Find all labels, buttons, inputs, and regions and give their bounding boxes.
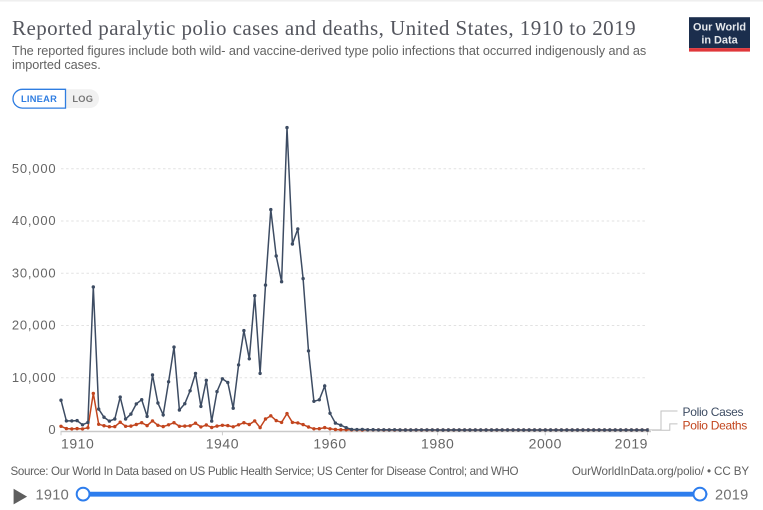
svg-text:50,000: 50,000	[12, 161, 57, 176]
svg-text:Source: Our World In Data base: Source: Our World In Data based on US Pu…	[11, 465, 519, 478]
svg-text:LINEAR: LINEAR	[21, 94, 57, 104]
svg-text:2000: 2000	[529, 435, 562, 451]
svg-text:30,000: 30,000	[12, 265, 57, 280]
svg-text:40,000: 40,000	[12, 213, 57, 228]
svg-text:0: 0	[48, 422, 56, 437]
svg-text:10,000: 10,000	[12, 370, 57, 385]
svg-text:Our World: Our World	[693, 22, 746, 34]
svg-text:1910: 1910	[61, 435, 94, 451]
svg-text:Polio Cases: Polio Cases	[683, 405, 744, 419]
svg-text:1980: 1980	[421, 435, 454, 451]
svg-text:OurWorldInData.org/polio/ • CC: OurWorldInData.org/polio/ • CC BY	[572, 465, 749, 478]
svg-text:2019: 2019	[715, 487, 748, 503]
svg-text:imported cases.: imported cases.	[12, 58, 101, 72]
svg-text:2019: 2019	[615, 435, 648, 451]
svg-text:1960: 1960	[313, 435, 346, 451]
svg-text:Reported paralytic polio cases: Reported paralytic polio cases and death…	[12, 16, 636, 40]
svg-text:1910: 1910	[36, 487, 69, 503]
svg-text:1940: 1940	[206, 435, 239, 451]
svg-text:Polio Deaths: Polio Deaths	[683, 419, 748, 433]
svg-text:20,000: 20,000	[12, 318, 57, 333]
svg-text:The reported figures include b: The reported figures include both wild- …	[12, 44, 646, 58]
svg-text:in Data: in Data	[701, 35, 738, 47]
svg-text:LOG: LOG	[72, 94, 93, 104]
